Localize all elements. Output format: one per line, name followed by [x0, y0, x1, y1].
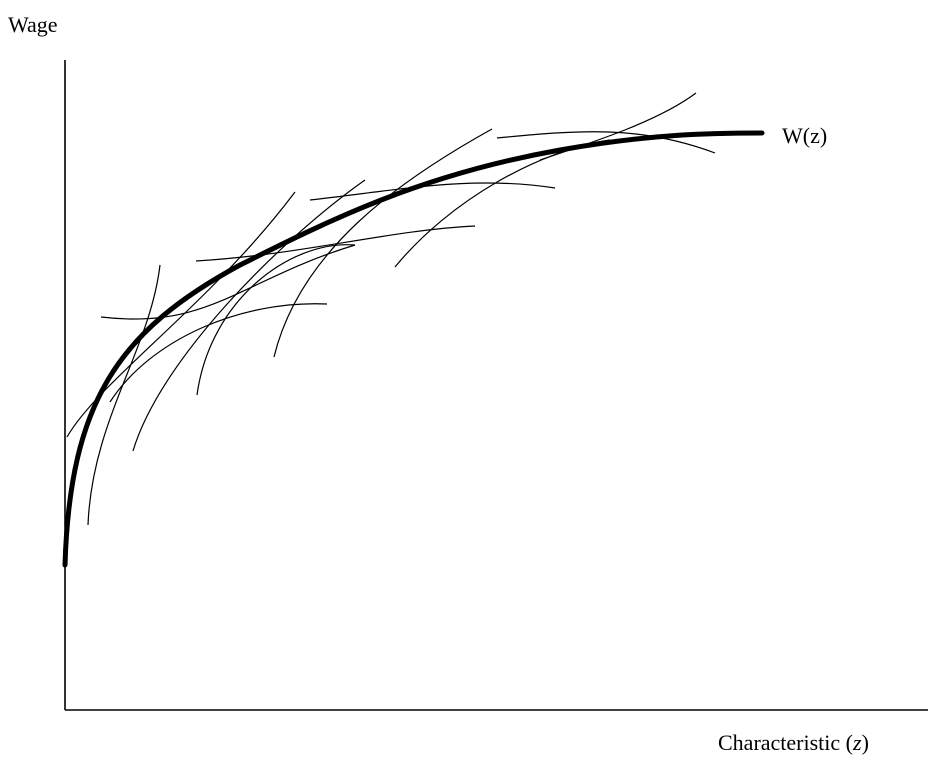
offer-curve-9	[309, 182, 556, 201]
offer-curve-10	[394, 139, 611, 268]
x-axis-label-main: Characteristic (	[718, 730, 853, 755]
offer-curve-7	[195, 225, 476, 262]
tangent-curves-group	[66, 92, 716, 526]
offer-curve-2	[87, 264, 161, 526]
x-axis-label-var: z	[852, 730, 862, 755]
offer-curve-6	[196, 244, 356, 396]
x-axis-label: Characteristic (z)	[718, 730, 869, 755]
offer-curve-3	[132, 179, 366, 452]
offer-curve-8	[273, 128, 493, 358]
offer-curve-4	[100, 244, 356, 320]
x-axis-label-close: )	[862, 730, 869, 755]
offer-curve-11	[496, 131, 716, 154]
offer-curve-1	[66, 191, 296, 438]
offer-curve-12	[539, 92, 697, 161]
wage-function-label: W(z)	[782, 123, 827, 148]
wage-function-curve	[62, 130, 765, 568]
y-axis-label: Wage	[8, 12, 58, 37]
